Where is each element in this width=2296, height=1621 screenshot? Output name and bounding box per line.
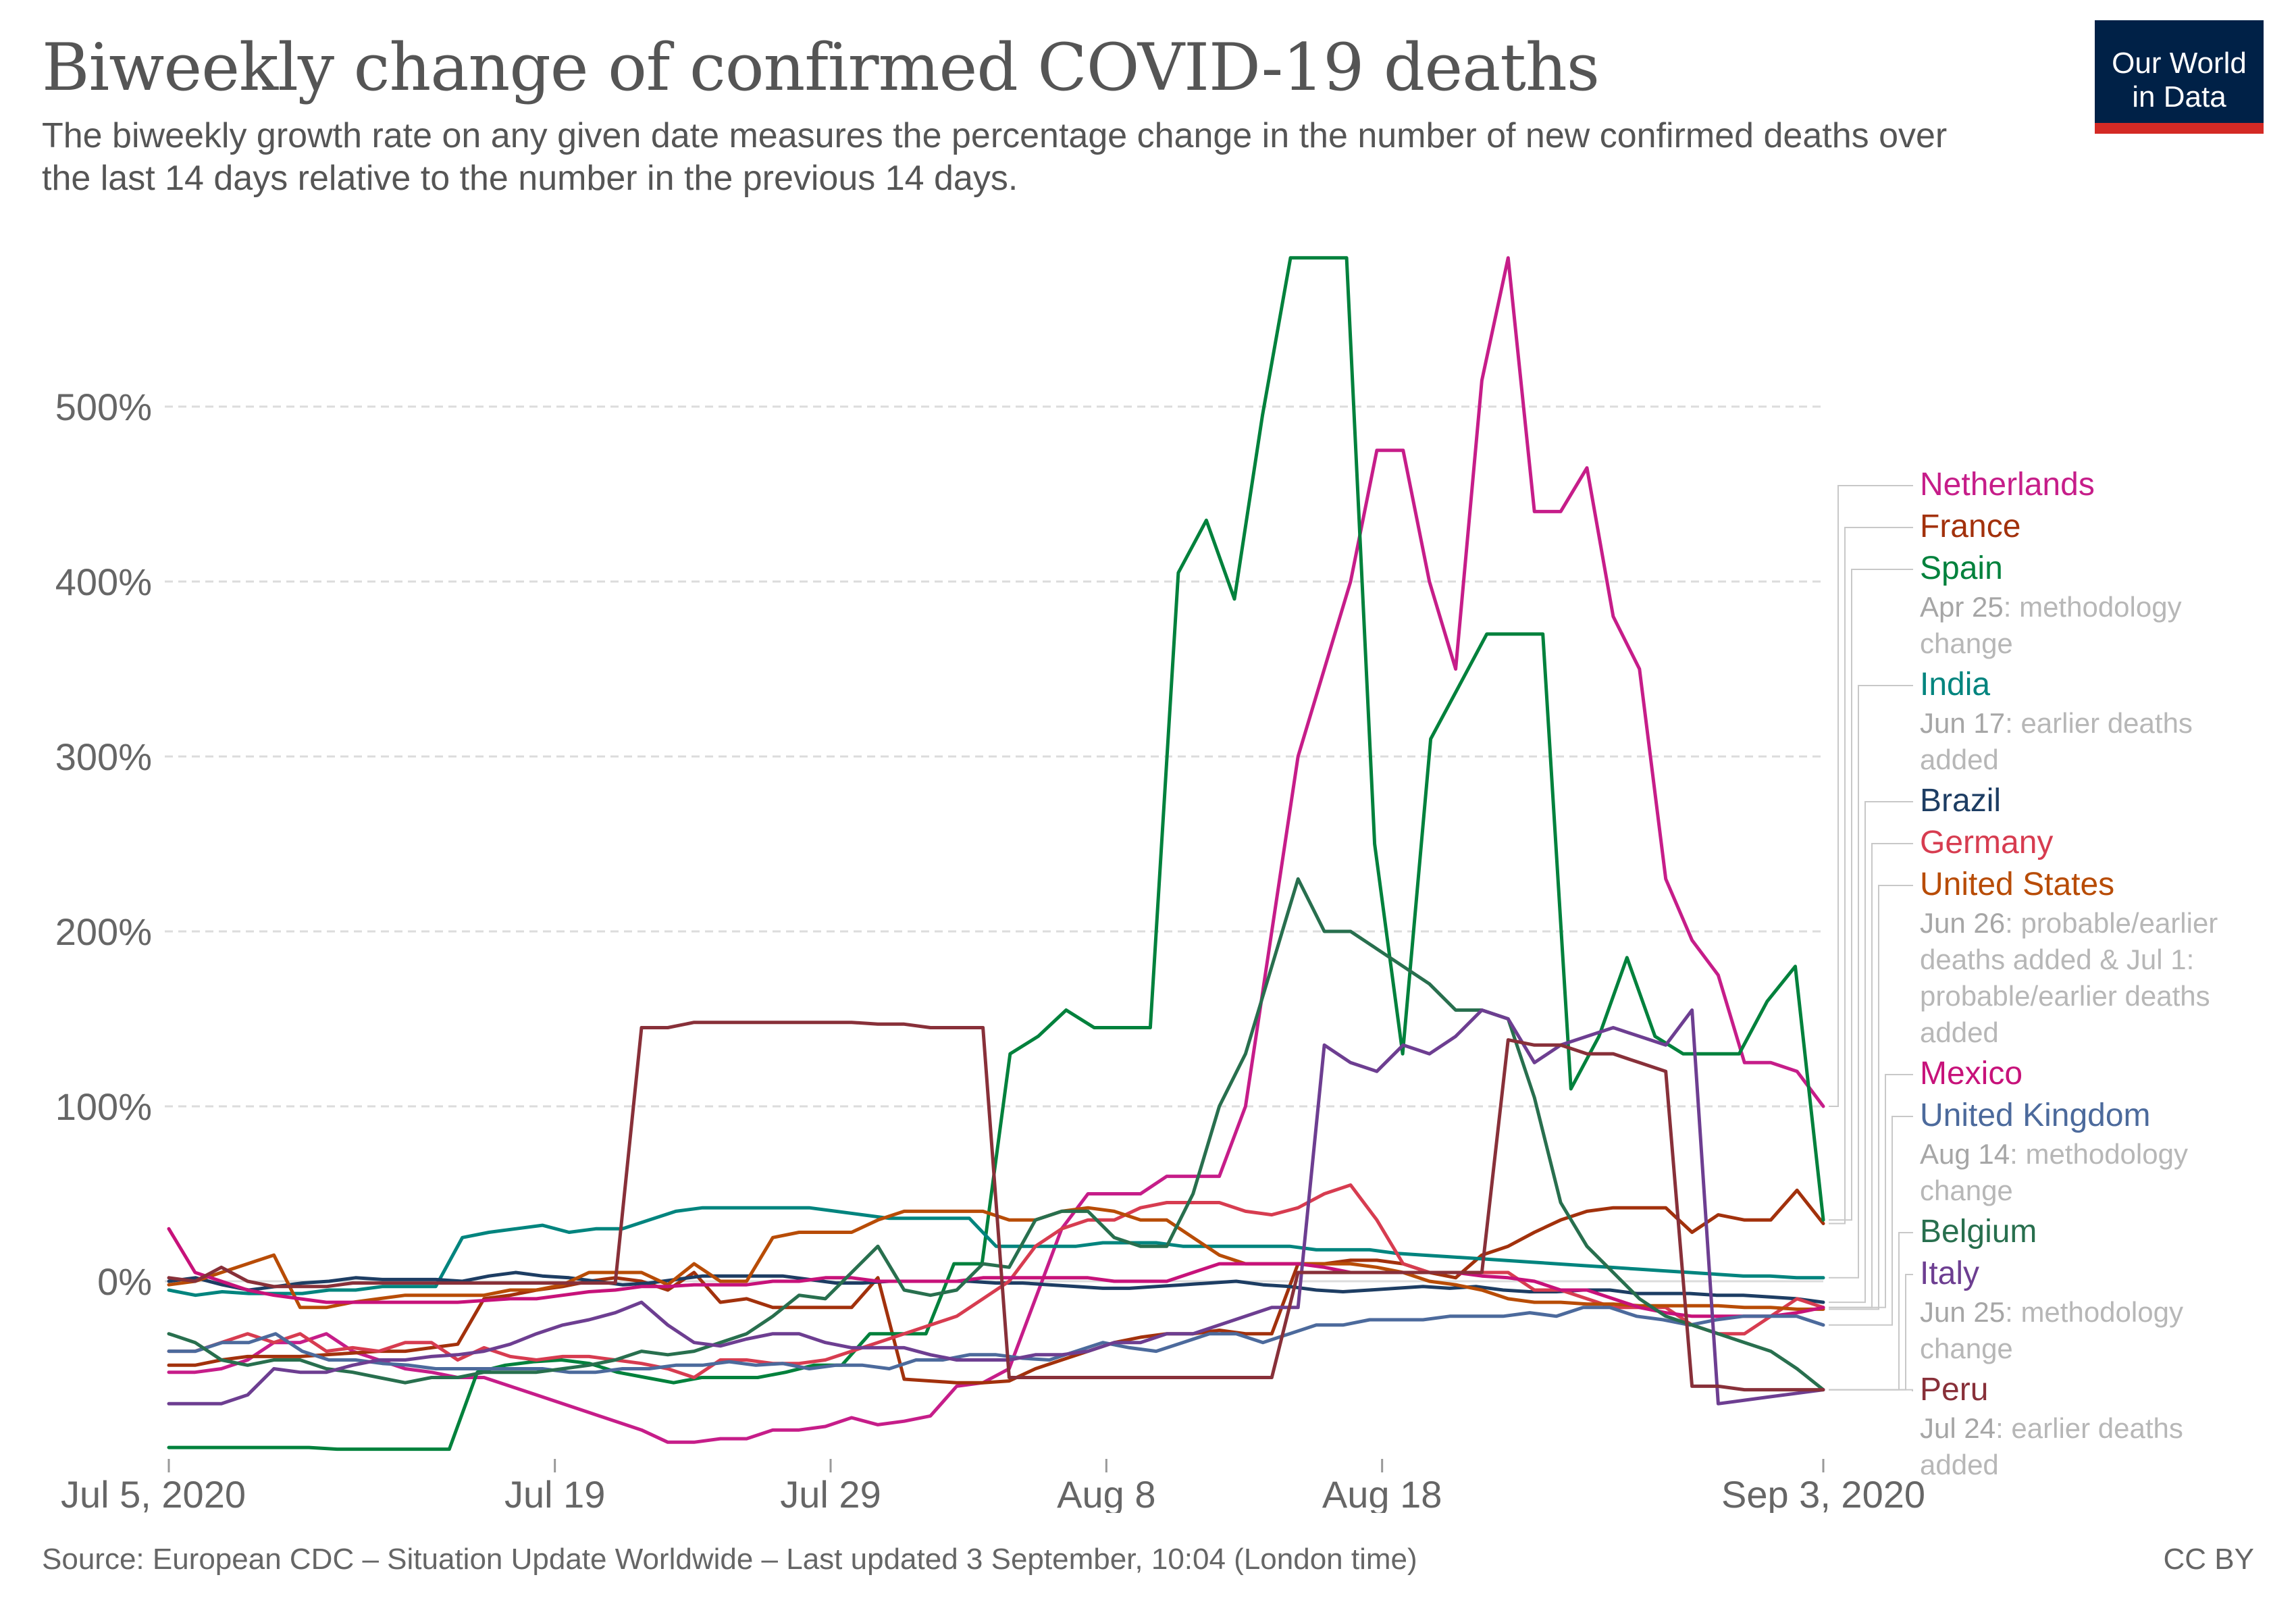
series-line-italy	[167, 1008, 1825, 1406]
legend-label-france: France	[1920, 509, 2020, 544]
legend-label-peru: Peru	[1920, 1372, 1988, 1408]
license-link[interactable]: CC BY	[2163, 1543, 2254, 1576]
series-line-netherlands	[167, 256, 1825, 1444]
line-chart: 500% 400% 300% 200% 100% 0% Jul 5, 2020 Jul 19…	[55, 256, 2218, 1513]
legend-note: Jun 25: methodology	[1920, 1296, 2183, 1328]
legend-connector	[1829, 1274, 1913, 1391]
series-line-spain	[167, 256, 1825, 1451]
legend-note: Jun 26: probable/earlier	[1920, 907, 2218, 939]
legend-note: Jun 17: earlier deaths	[1920, 707, 2193, 739]
legend-note: added	[1920, 1017, 1999, 1048]
x-tick-label: Jul 29	[780, 1473, 881, 1513]
legend-label-brazil: Brazil	[1920, 783, 2001, 819]
series-line-belgium	[167, 877, 1825, 1392]
chart-title: Biweekly change of confirmed COVID-19 de…	[42, 30, 1600, 105]
series-line-germany	[167, 1183, 1825, 1379]
legend-connector	[1829, 527, 1913, 1225]
legend-connector	[1829, 1074, 1913, 1308]
x-tick-label: Jul 19	[504, 1473, 605, 1513]
series-line-france	[167, 1188, 1825, 1385]
legend-note: change	[1920, 1333, 2013, 1364]
x-axis: Jul 5, 2020 Jul 19 Jul 29 Aug 8 Aug 18 Sep 3,…	[61, 1459, 1925, 1513]
legend-connector	[1829, 685, 1913, 1279]
legend-connector	[1829, 569, 1913, 1221]
legend: Netherlands France Spain Apr 25: methodolog…	[1829, 467, 2218, 1481]
y-tick-label: 0%	[97, 1260, 152, 1303]
legend-label-india: India	[1920, 667, 1990, 702]
legend-connector	[1829, 843, 1913, 1308]
legend-note: probable/earlier deaths	[1920, 980, 2210, 1012]
x-tick-label: Aug 18	[1322, 1473, 1442, 1513]
y-axis: 500% 400% 300% 200% 100% 0%	[55, 386, 152, 1303]
y-tick-label: 100%	[55, 1085, 152, 1128]
logo-line-2: in Data	[2132, 80, 2226, 113]
legend-label-belgium: Belgium	[1920, 1214, 2037, 1250]
series-line-peru	[167, 1021, 1825, 1392]
chart-subtitle: The biweekly growth rate on any given da…	[42, 116, 1948, 198]
series-line-mexico	[167, 1227, 1825, 1318]
y-tick-label: 200%	[55, 910, 152, 953]
y-tick-label: 400%	[55, 561, 152, 603]
series-lines	[167, 256, 1825, 1451]
owid-logo[interactable]: Our World in Data	[2095, 20, 2264, 134]
legend-label-united-kingdom: United Kingdom	[1920, 1098, 2151, 1133]
y-gridlines	[165, 405, 1823, 1283]
legend-note: deaths added & Jul 1:	[1920, 944, 2194, 975]
legend-connector	[1829, 1389, 1913, 1391]
series-line-india	[167, 1206, 1825, 1297]
logo-accent-bar	[2095, 123, 2264, 134]
source-note: Source: European CDC – Situation Update …	[42, 1543, 1417, 1576]
legend-connector	[1829, 801, 1913, 1304]
x-tick-label: Sep 3, 2020	[1721, 1473, 1925, 1513]
legend-note: Aug 14: methodology	[1920, 1138, 2188, 1170]
series-line-united-kingdom	[167, 1306, 1825, 1374]
legend-connector	[1829, 1232, 1913, 1391]
legend-label-italy: Italy	[1920, 1256, 1979, 1291]
y-tick-label: 500%	[55, 386, 152, 428]
legend-note: change	[1920, 627, 2013, 659]
legend-note: Apr 25: methodology	[1920, 591, 2182, 623]
legend-connector	[1829, 1116, 1913, 1326]
legend-label-mexico: Mexico	[1920, 1056, 2023, 1091]
legend-connector	[1829, 485, 1913, 1107]
legend-note: added	[1920, 1449, 1999, 1481]
legend-label-germany: Germany	[1920, 825, 2053, 860]
x-tick-label: Jul 5, 2020	[61, 1473, 246, 1513]
legend-note: change	[1920, 1175, 2013, 1206]
y-tick-label: 300%	[55, 736, 152, 778]
legend-note: Jul 24: earlier deaths	[1920, 1412, 2183, 1444]
logo-line-1: Our World	[2112, 47, 2247, 80]
legend-note: added	[1920, 744, 1999, 775]
legend-label-spain: Spain	[1920, 550, 2003, 586]
x-tick-label: Aug 8	[1057, 1473, 1155, 1513]
legend-connector	[1829, 885, 1913, 1310]
legend-label-united-states: United States	[1920, 867, 2114, 902]
legend-label-netherlands: Netherlands	[1920, 467, 2095, 503]
